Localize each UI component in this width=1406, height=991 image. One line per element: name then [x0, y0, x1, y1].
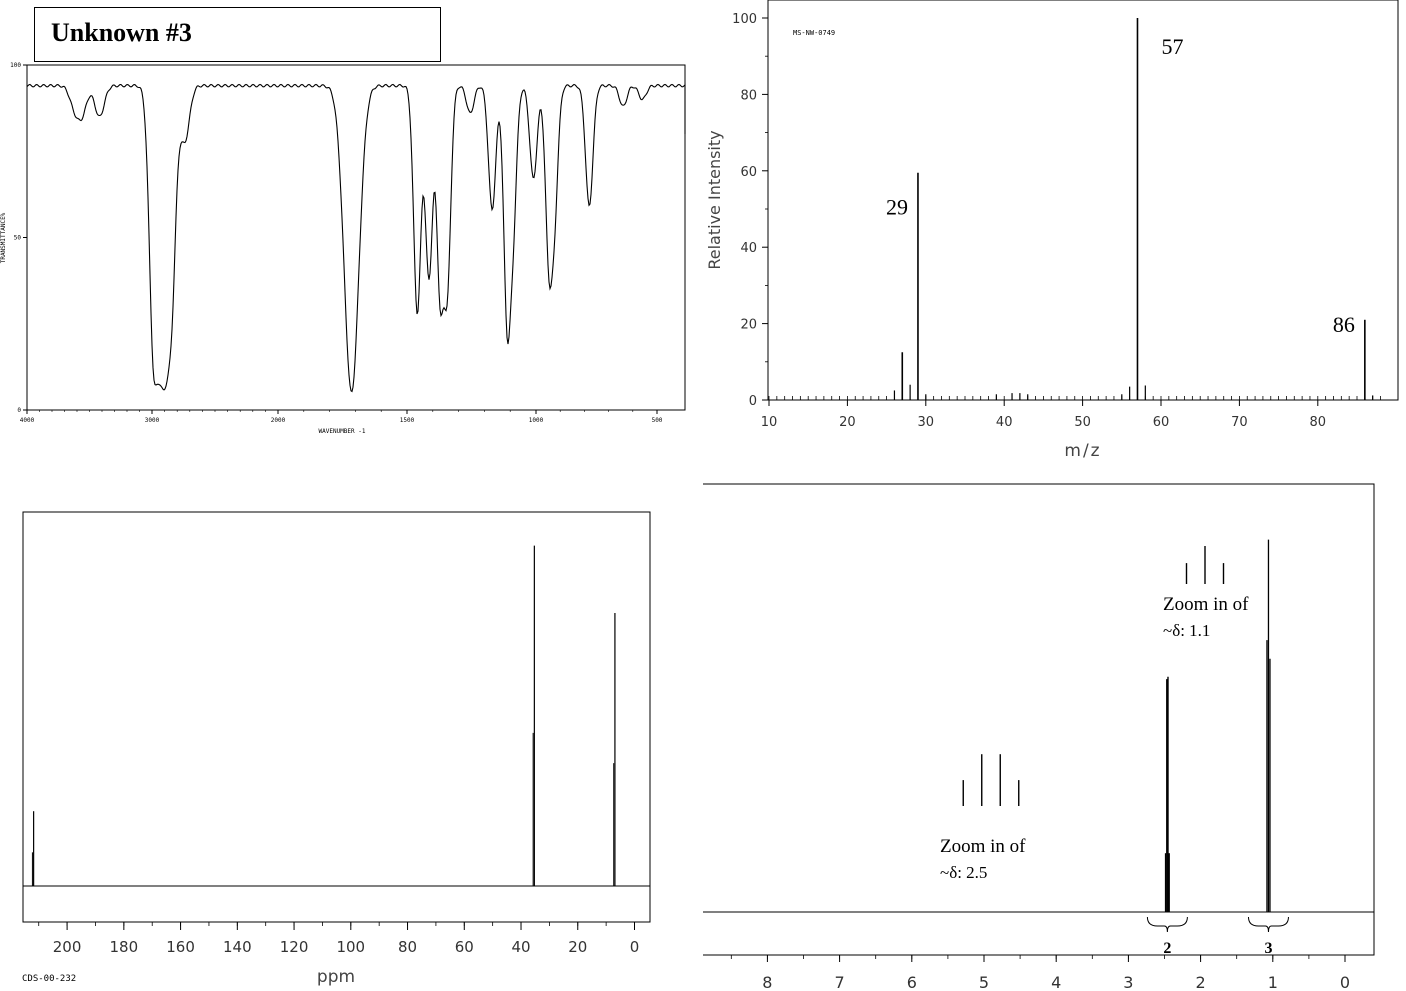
- c13-x-tick-label: 140: [223, 938, 252, 956]
- ms-y-tick-label: 0: [749, 394, 757, 409]
- ms-y-tick-label: 60: [740, 165, 757, 180]
- ms-y-tick-label: 100: [732, 12, 757, 27]
- ms-plot-frame: [767, 0, 1399, 401]
- ir-x-tick-label: 2000: [271, 417, 286, 424]
- c13-x-axis-label: ppm: [317, 967, 355, 987]
- h1-x-tick-label: 4: [1051, 973, 1061, 991]
- h1-zoom-caption: Zoom in of: [1163, 594, 1249, 615]
- c13-x-tick-label: 200: [53, 938, 82, 956]
- ir-x-tick-label: 4000: [20, 417, 35, 424]
- ir-x-axis-label: WAVENUMBER -1: [319, 428, 366, 435]
- h1-x-tick-label: 8: [762, 973, 772, 991]
- page-title: Unknown #3: [51, 18, 192, 47]
- h1-plot-frame: [703, 483, 1375, 956]
- ms-x-tick-label: 20: [839, 415, 856, 430]
- c13-x-tick-label: 20: [568, 938, 587, 956]
- h1-x-tick-label: 6: [907, 973, 917, 991]
- ms-x-tick-label: 70: [1231, 415, 1248, 430]
- ms-annotation: MS-NW-0749: [793, 29, 835, 37]
- ms-y-axis-label: Relative Intensity: [705, 130, 724, 269]
- h1-integration-brace: [1247, 916, 1289, 933]
- c13-x-tick-label: 160: [166, 938, 195, 956]
- ir-plot-frame: [26, 64, 686, 411]
- c13-x-tick-label: 60: [455, 938, 474, 956]
- ir-y-tick-label: 50: [14, 235, 22, 242]
- h1-zoom-shift: ~δ: 2.5: [940, 863, 987, 882]
- h1-integration-label: 3: [1264, 940, 1272, 957]
- ir-y-axis-label: TRANSMITTANCE%: [0, 212, 7, 263]
- ms-y-tick-label: 20: [740, 318, 757, 333]
- ms-x-tick-label: 30: [918, 415, 935, 430]
- ms-x-tick-label: 40: [996, 415, 1013, 430]
- ms-peak-label: 57: [1161, 34, 1183, 59]
- h1-integration-label: 2: [1163, 940, 1171, 957]
- ms-x-tick-label: 10: [761, 415, 778, 430]
- ms-x-tick-label: 80: [1310, 415, 1327, 430]
- c13-plot-frame: [22, 511, 651, 923]
- h1-x-tick-label: 7: [835, 973, 845, 991]
- c13-x-tick-label: 100: [336, 938, 365, 956]
- ms-y-tick-label: 40: [740, 241, 757, 256]
- ir-trace: [26, 83, 686, 393]
- ir-x-tick-label: 500: [652, 417, 663, 424]
- ir-y-tick-label: 0: [17, 407, 21, 414]
- ms-x-tick-label: 50: [1074, 415, 1091, 430]
- c13-annotation: CDS-00-232: [22, 974, 76, 984]
- h1-x-tick-label: 1: [1268, 973, 1278, 991]
- h1-zoom-caption: Zoom in of: [940, 836, 1026, 857]
- c13-x-tick-label: 40: [511, 938, 530, 956]
- h1-x-tick-label: 2: [1196, 973, 1206, 991]
- ms-peak-label: 29: [886, 195, 908, 220]
- h1-integration-brace: [1146, 916, 1188, 933]
- ir-y-tick-label: 100: [10, 62, 21, 69]
- title-box: Unknown #3: [34, 7, 441, 62]
- ms-y-tick-label: 80: [740, 88, 757, 103]
- c13-x-tick-label: 80: [398, 938, 417, 956]
- ir-x-tick-label: 1500: [400, 417, 415, 424]
- c13-x-tick-label: 120: [280, 938, 309, 956]
- c13-x-tick-label: 180: [110, 938, 139, 956]
- ms-x-tick-label: 60: [1153, 415, 1170, 430]
- ms-x-axis-label: m/z: [1064, 441, 1101, 461]
- c13-x-tick-label: 0: [630, 938, 640, 956]
- ir-x-tick-label: 1000: [529, 417, 544, 424]
- h1-x-tick-label: 5: [979, 973, 989, 991]
- ir-x-tick-label: 3000: [145, 417, 160, 424]
- h1-x-tick-label: 0: [1340, 973, 1350, 991]
- h1-zoom-shift: ~δ: 1.1: [1163, 621, 1210, 640]
- ms-peak-label: 86: [1333, 312, 1355, 337]
- h1-x-tick-label: 3: [1123, 973, 1133, 991]
